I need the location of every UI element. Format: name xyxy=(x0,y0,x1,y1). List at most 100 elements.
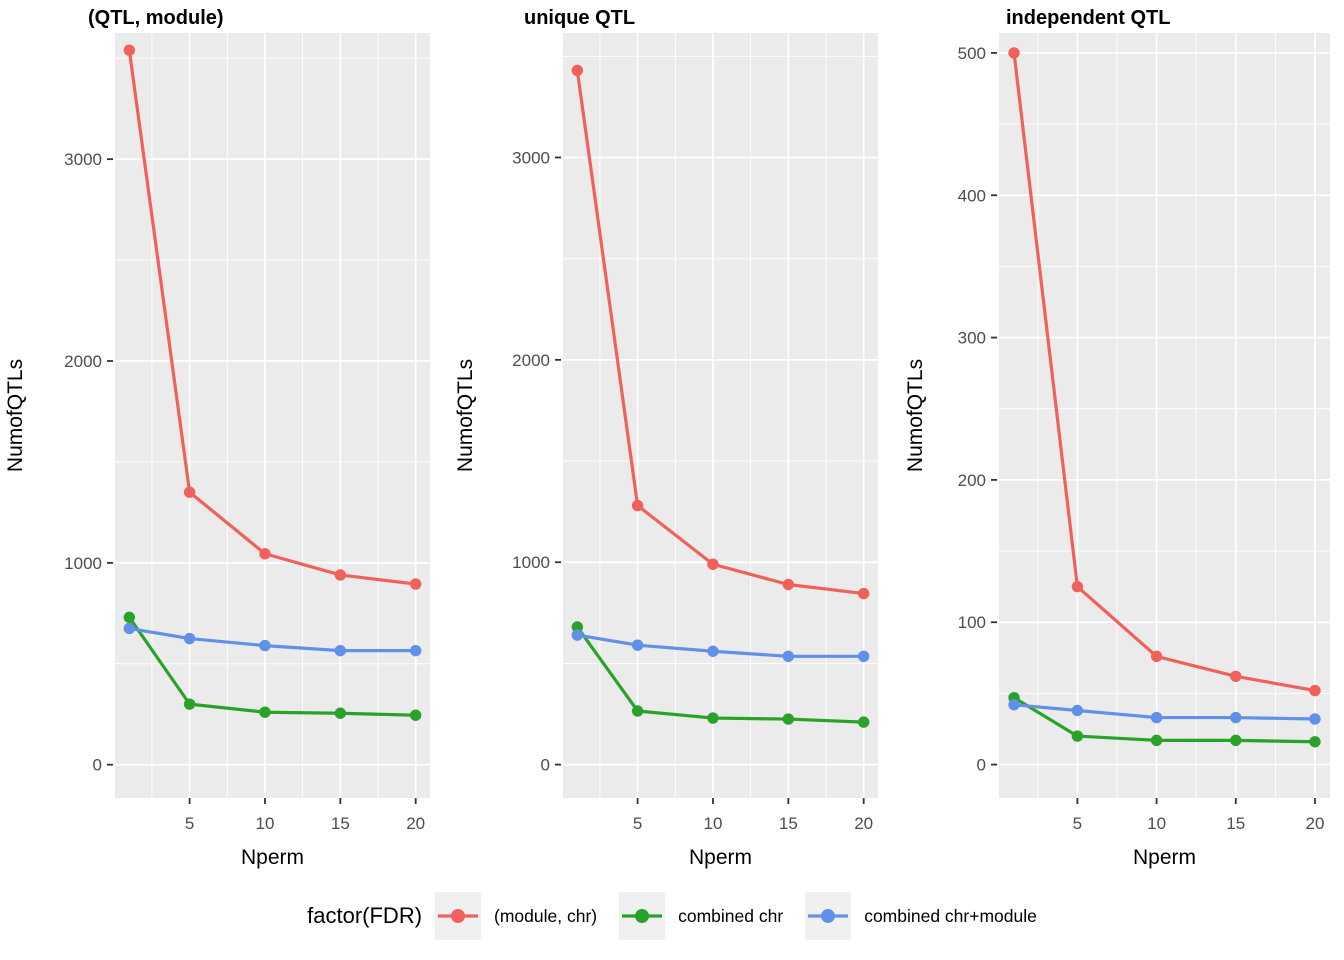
legend-item-label: combined chr xyxy=(678,905,784,926)
facet-2: 0 1000 2000 3000 5 10 15 20 unique QTL Nperm Numof… xyxy=(454,7,878,869)
data-point xyxy=(259,706,271,718)
legend-item: combined chr+module xyxy=(805,892,1037,940)
y-axis-title: NumofQTLs xyxy=(904,359,927,472)
data-point xyxy=(857,716,870,728)
y-tick-label: 100 xyxy=(958,613,986,632)
x-tick-label: 5 xyxy=(1073,814,1082,833)
data-point xyxy=(123,622,136,635)
y-tick-label: 300 xyxy=(958,329,986,348)
y-tick-label: 200 xyxy=(958,471,986,490)
y-tick-label: 400 xyxy=(958,186,986,205)
data-point xyxy=(123,611,136,624)
data-point xyxy=(857,650,870,663)
legend-item-label: (module, chr) xyxy=(494,905,598,926)
data-point xyxy=(782,713,795,725)
data-point xyxy=(1309,684,1321,697)
x-axis-title: Nperm xyxy=(241,846,304,869)
x-tick-label: 20 xyxy=(406,814,425,833)
data-point xyxy=(183,698,196,710)
data-point xyxy=(782,578,795,591)
x-tick-label: 15 xyxy=(331,814,350,833)
x-axis-title: Nperm xyxy=(689,846,752,869)
data-point xyxy=(1008,47,1020,59)
data-point xyxy=(409,644,422,657)
legend-title: factor(FDR) xyxy=(307,903,423,928)
data-point xyxy=(571,629,584,641)
data-point xyxy=(1230,670,1242,683)
data-point xyxy=(571,64,584,77)
data-point xyxy=(259,639,271,652)
data-point xyxy=(1230,734,1242,747)
data-point xyxy=(857,587,870,600)
panel-background xyxy=(999,33,1330,798)
data-point xyxy=(631,499,644,512)
legend-item: (module, chr) xyxy=(435,892,597,940)
x-tick-label: 10 xyxy=(704,814,723,833)
x-tick-label: 20 xyxy=(854,814,873,833)
y-tick-label: 0 xyxy=(977,756,986,775)
legend-key-point xyxy=(635,909,650,923)
data-point xyxy=(259,548,271,560)
y-tick-label: 0 xyxy=(93,756,102,775)
data-point xyxy=(123,44,136,56)
y-tick-label: 3000 xyxy=(64,150,102,169)
x-tick-label: 20 xyxy=(1305,814,1324,833)
x-tick-label: 15 xyxy=(779,814,798,833)
y-tick-label: 2000 xyxy=(64,352,102,371)
data-point xyxy=(1008,699,1020,711)
y-axis-title: NumofQTLs xyxy=(454,359,477,472)
data-point xyxy=(707,712,719,724)
y-tick-label: 2000 xyxy=(512,351,550,370)
data-point xyxy=(1150,650,1163,663)
panel-background xyxy=(115,33,430,798)
data-point xyxy=(409,709,422,721)
x-axis-title: Nperm xyxy=(1133,846,1196,869)
charts-row: 0 1000 2000 3000 5 10 15 20 (QTL, module) Nperm Nu… xyxy=(4,7,1330,869)
data-point xyxy=(1150,734,1163,747)
facet-title: unique QTL xyxy=(524,7,635,29)
legend: factor(FDR) (module, chr) combined chr com… xyxy=(0,872,1344,960)
data-point xyxy=(1071,704,1084,717)
data-point xyxy=(1309,713,1321,725)
data-point xyxy=(334,569,347,581)
x-tick-label: 5 xyxy=(633,814,642,833)
data-point xyxy=(1230,711,1242,724)
x-tick-label: 15 xyxy=(1226,814,1245,833)
legend-key-point xyxy=(821,909,836,923)
data-point xyxy=(631,639,644,651)
data-point xyxy=(707,558,719,570)
y-tick-label: 500 xyxy=(958,44,986,63)
y-tick-label: 1000 xyxy=(64,554,102,573)
legend-key-point xyxy=(451,909,466,923)
y-tick-label: 1000 xyxy=(512,553,550,572)
data-point xyxy=(1150,711,1163,724)
legend-item: combined chr xyxy=(619,892,783,940)
legend-item-label: combined chr+module xyxy=(864,905,1037,926)
facet-1: 0 1000 2000 3000 5 10 15 20 (QTL, module) Nperm Nu… xyxy=(4,7,430,869)
panel-background xyxy=(563,33,878,798)
x-tick-label: 10 xyxy=(1147,814,1166,833)
data-point xyxy=(183,632,196,645)
legend-key-swatch xyxy=(435,892,482,940)
data-point xyxy=(334,707,347,719)
data-point xyxy=(782,650,795,663)
facet-title: (QTL, module) xyxy=(88,7,224,29)
y-axis-title: NumofQTLs xyxy=(4,359,27,472)
data-point xyxy=(409,578,422,590)
data-point xyxy=(631,705,644,717)
data-point xyxy=(707,645,719,657)
data-point xyxy=(1071,730,1084,742)
facet-3: 0 100 200 300 400 500 5 10 15 20 independent QTL Np… xyxy=(904,7,1330,869)
legend-key-swatch xyxy=(805,892,852,940)
x-tick-label: 5 xyxy=(185,814,194,833)
y-tick-label: 3000 xyxy=(512,148,550,167)
x-tick-label: 10 xyxy=(256,814,275,833)
facet-title: independent QTL xyxy=(1006,7,1170,29)
data-point xyxy=(571,621,584,633)
y-tick-label: 0 xyxy=(541,756,550,775)
legend-key-swatch xyxy=(619,892,666,940)
data-point xyxy=(183,486,196,498)
data-point xyxy=(1309,736,1321,748)
data-point xyxy=(334,644,347,657)
